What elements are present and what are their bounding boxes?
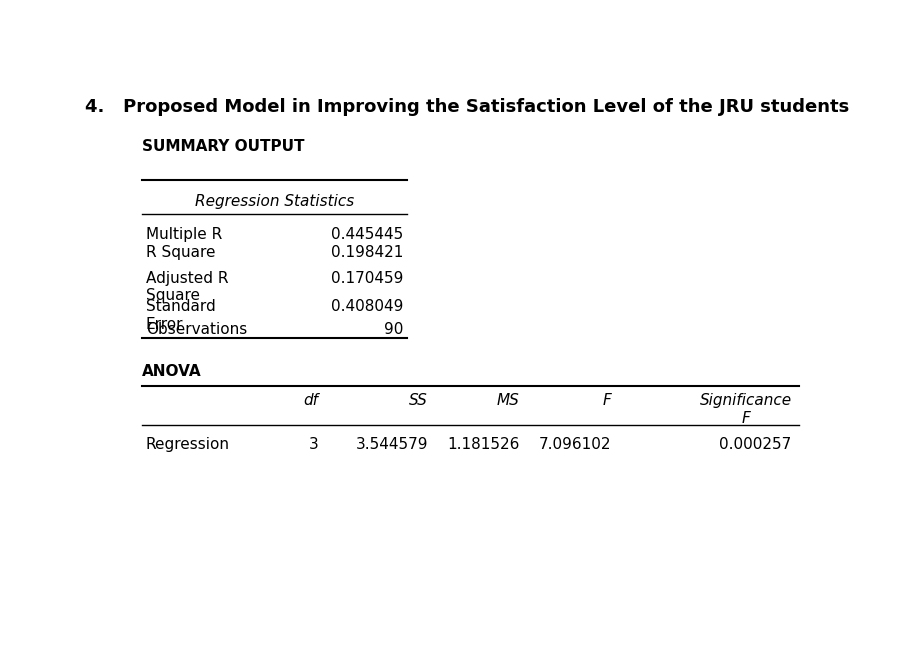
Text: SS: SS — [409, 394, 428, 408]
Text: 1.181526: 1.181526 — [447, 437, 520, 452]
Text: Significance
F: Significance F — [700, 394, 792, 426]
Text: 3: 3 — [309, 437, 319, 452]
Text: R Square: R Square — [146, 245, 215, 260]
Text: 0.408049: 0.408049 — [331, 299, 404, 314]
Text: 0.000257: 0.000257 — [720, 437, 792, 452]
Text: 3.544579: 3.544579 — [355, 437, 428, 452]
Text: F: F — [603, 394, 611, 408]
Text: 0.445445: 0.445445 — [331, 227, 404, 242]
Text: Regression Statistics: Regression Statistics — [195, 194, 354, 209]
Text: Regression: Regression — [146, 437, 230, 452]
Text: 4.   Proposed Model in Improving the Satisfaction Level of the JRU students: 4. Proposed Model in Improving the Satis… — [85, 98, 849, 116]
Text: 0.198421: 0.198421 — [331, 245, 404, 260]
Text: MS: MS — [497, 394, 520, 408]
Text: 90: 90 — [384, 322, 404, 338]
Text: 0.170459: 0.170459 — [331, 271, 404, 286]
Text: SUMMARY OUTPUT: SUMMARY OUTPUT — [142, 139, 304, 154]
Text: 7.096102: 7.096102 — [539, 437, 611, 452]
Text: Multiple R: Multiple R — [146, 227, 222, 242]
Text: df: df — [303, 394, 319, 408]
Text: Observations: Observations — [146, 322, 247, 338]
Text: Standard
Error: Standard Error — [146, 299, 215, 331]
Text: Adjusted R
Square: Adjusted R Square — [146, 271, 228, 303]
Text: ANOVA: ANOVA — [142, 364, 201, 379]
